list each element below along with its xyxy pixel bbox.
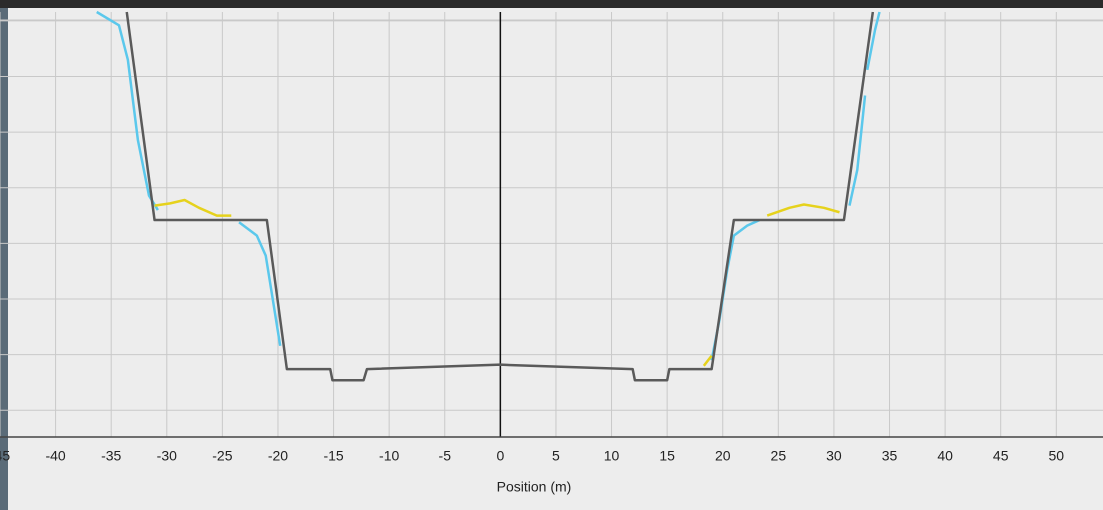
top-bar [0,0,1103,8]
x-tick-label: 30 [826,448,842,464]
x-tick-label: -10 [379,448,399,464]
x-tick-label: -15 [323,448,343,464]
x-tick-label: 50 [1049,448,1065,464]
x-tick-label: -5 [439,448,452,464]
x-tick-label: -35 [101,448,121,464]
x-tick-label: 0 [496,448,504,464]
chart: Position (m) -45 -40 -35 -30 -25 -20 -15 -10 -5 0… [0,0,1103,510]
x-axis-label: Position (m) [497,479,572,495]
x-tick-label: 45 [993,448,1009,464]
x-tick-label: -25 [212,448,232,464]
left-image-strip [0,8,8,510]
x-tick-label: 20 [715,448,731,464]
x-tick-label: -20 [268,448,288,464]
x-tick-label: 25 [771,448,787,464]
page: {"chart_data": {"type": "line", "x_label… [0,0,1103,510]
x-tick-label: 35 [882,448,898,464]
x-tick-label: 5 [552,448,560,464]
x-tick-label: 10 [604,448,620,464]
x-tick-label: 40 [937,448,953,464]
plot-background [0,8,1103,510]
x-tick-label: -45 [0,448,10,464]
x-tick-label: -40 [45,448,65,464]
x-tick-label: 15 [659,448,675,464]
x-tick-label: -30 [157,448,177,464]
